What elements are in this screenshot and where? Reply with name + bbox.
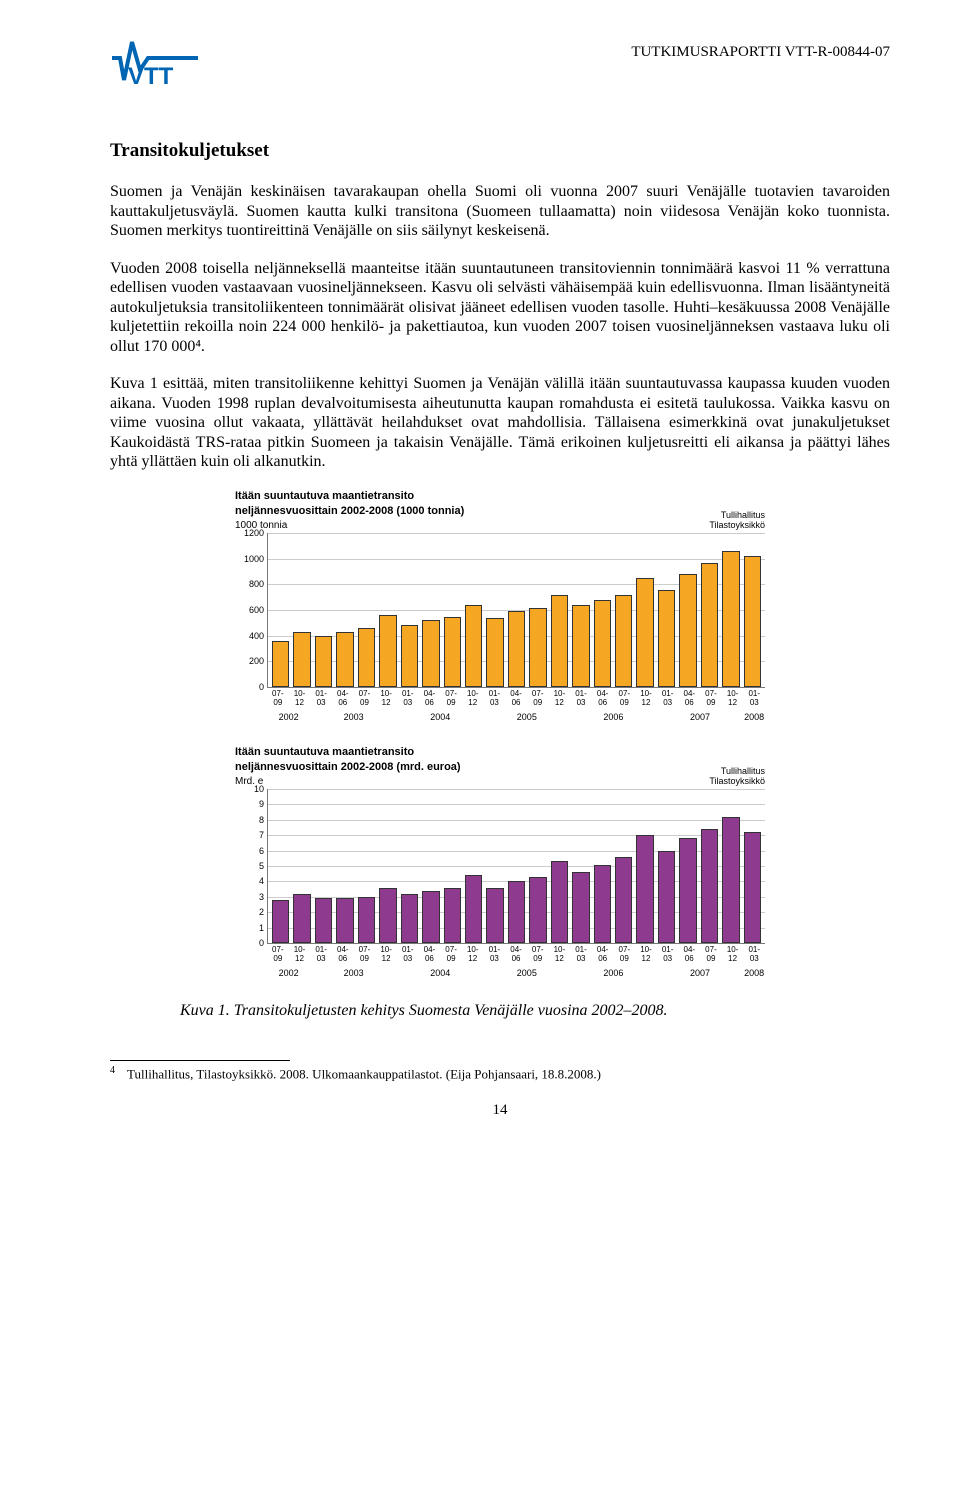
chart-bar (551, 595, 568, 687)
chart-bar (701, 829, 718, 943)
chart-bar (658, 851, 675, 943)
chart-bar (486, 888, 503, 943)
chart-bar (529, 608, 546, 688)
chart-bar (551, 861, 568, 943)
chart-bar (272, 641, 289, 687)
chart2-yaxis: Mrd. e (235, 776, 461, 787)
chart2-title-l2: neljännesvuosittain 2002-2008 (mrd. euro… (235, 761, 461, 774)
chart-bar (422, 891, 439, 943)
chart-bar (572, 605, 589, 687)
chart2-source: TullihallitusTilastoyksikkö (709, 767, 765, 787)
chart-bar (679, 838, 696, 943)
chart-bar (615, 595, 632, 687)
chart-bar (293, 632, 310, 687)
chart-bar (336, 632, 353, 687)
chart-bar (636, 835, 653, 943)
page-number: 14 (110, 1102, 890, 1119)
report-id: TUTKIMUSRAPORTTI VTT-R-00844-07 (631, 40, 890, 61)
chart-bar (744, 556, 761, 687)
chart-bar (701, 563, 718, 687)
paragraph-1: Suomen ja Venäjän keskinäisen tavarakaup… (110, 182, 890, 241)
chart2-xlabels: 07-0910-1201-0304-0607-0910-1201-0304-06… (267, 946, 765, 964)
chart-bar (465, 875, 482, 943)
chart-1: Itään suuntautuva maantietransito neljän… (235, 490, 765, 722)
chart-bar (615, 857, 632, 943)
chart1-title-l1: Itään suuntautuva maantietransito (235, 490, 464, 503)
chart-bar (444, 888, 461, 943)
chart-bar (722, 551, 739, 687)
footnote-rule (110, 1060, 290, 1061)
chart-bar (358, 897, 375, 943)
chart-bar (315, 898, 332, 943)
chart-bar (529, 877, 546, 943)
chart2-years: 2002200320042005200620072008 (267, 968, 765, 978)
footnote-text: Tullihallitus, Tilastoyksikkö. 2008. Ulk… (127, 1066, 601, 1081)
chart-bar (744, 832, 761, 943)
chart-bar (658, 590, 675, 688)
chart-bar (572, 872, 589, 943)
chart-bar (315, 636, 332, 687)
chart-bar (722, 817, 739, 943)
chart1-years: 2002200320042005200620072008 (267, 712, 765, 722)
chart-bar (508, 611, 525, 687)
figure-caption: Kuva 1. Transitokuljetusten kehitys Suom… (180, 1002, 890, 1020)
chart-bar (594, 865, 611, 944)
section-title: Transitokuljetukset (110, 140, 890, 162)
footnote: 4 Tullihallitus, Tilastoyksikkö. 2008. Ul… (110, 1065, 890, 1082)
chart-2: Itään suuntautuva maantietransito neljän… (235, 746, 765, 978)
vtt-logo: VTT (110, 40, 200, 90)
chart2-plot: 012345678910 (267, 789, 765, 944)
chart1-xlabels: 07-0910-1201-0304-0607-0910-1201-0304-06… (267, 690, 765, 708)
chart-bar (379, 615, 396, 687)
chart-bar (401, 894, 418, 943)
header: VTT TUTKIMUSRAPORTTI VTT-R-00844-07 (110, 40, 890, 90)
chart-bar (679, 574, 696, 687)
chart2-title-l1: Itään suuntautuva maantietransito (235, 746, 461, 759)
chart-bar (358, 628, 375, 687)
paragraph-2: Vuoden 2008 toisella neljänneksellä maan… (110, 259, 890, 357)
chart-bar (379, 888, 396, 943)
chart-bar (594, 600, 611, 687)
chart-bar (636, 578, 653, 687)
chart-bar (336, 898, 353, 943)
footnote-num: 4 (110, 1065, 115, 1076)
chart1-title-l2: neljännesvuosittain 2002-2008 (1000 tonn… (235, 505, 464, 518)
paragraph-3: Kuva 1 esittää, miten transitoliikenne k… (110, 374, 890, 472)
chart-bar (422, 620, 439, 687)
chart-bar (293, 894, 310, 943)
chart-bar (444, 617, 461, 688)
chart-bar (486, 618, 503, 687)
chart1-plot: 020040060080010001200 (267, 533, 765, 688)
chart-bar (401, 625, 418, 687)
chart1-yaxis: 1000 tonnia (235, 520, 464, 531)
chart1-source: TullihallitusTilastoyksikkö (709, 511, 765, 531)
chart-bar (465, 605, 482, 687)
chart-bar (272, 900, 289, 943)
svg-text:VTT: VTT (128, 63, 174, 90)
chart-bar (508, 881, 525, 943)
